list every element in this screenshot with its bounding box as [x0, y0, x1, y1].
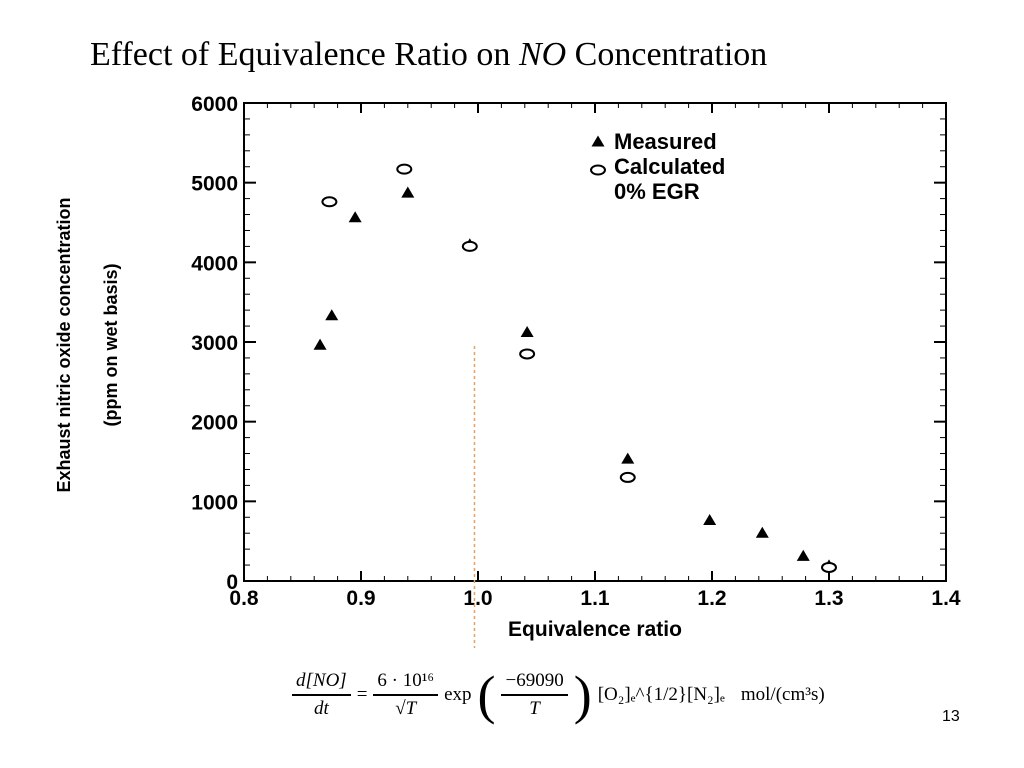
x-tick-label: 1.4: [931, 587, 961, 610]
x-tick-label: 1.3: [814, 587, 843, 610]
no-rate-formula: d[NO] dt = 6 · 10¹⁶ √T exp ( −69090 T ) …: [292, 668, 825, 722]
formula-exponent: −69090 T: [501, 670, 568, 720]
page-number: 13: [942, 708, 960, 725]
y-tick-label: 5000: [191, 173, 238, 196]
measured-point: [401, 186, 415, 198]
measured-point: [520, 325, 534, 337]
x-tick-label: 1.1: [580, 587, 610, 610]
formula-paren-close: ): [573, 665, 592, 725]
calculated-point: [396, 163, 413, 175]
measured-point: [313, 338, 327, 350]
measured-point: [755, 526, 769, 538]
y-tick-label: 6000: [191, 93, 238, 116]
legend-entry: Calculated: [614, 154, 725, 179]
calculated-point: [821, 561, 837, 573]
x-tick-label: 1.2: [697, 587, 726, 610]
title-no-italic: NO: [518, 36, 567, 73]
y-tick-label: 0: [226, 571, 238, 594]
y-tick-label: 2000: [191, 412, 238, 435]
measured-point: [621, 452, 635, 464]
legend-entry: 0% EGR: [614, 179, 700, 204]
x-axis-label: Equivalence ratio: [508, 618, 682, 641]
formula-lhs: d[NO] dt: [292, 670, 351, 720]
y-axis-label: Exhaust nitric oxide concentration: [54, 197, 74, 492]
formula-species: [O₂]ₑ^{1/2}[N₂]ₑ: [597, 684, 725, 705]
calculated-point: [321, 196, 338, 208]
calculated-point: [461, 240, 478, 252]
formula-coefficient: 6 · 10¹⁶ √T: [373, 670, 439, 720]
slide-title: Effect of Equivalence Ratio on NO Concen…: [90, 36, 768, 73]
legend-calculated-marker: [590, 164, 606, 176]
measured-point: [325, 309, 339, 321]
y-tick-label: 4000: [191, 252, 238, 275]
x-tick-label: 1.0: [463, 587, 492, 610]
calculated-point: [519, 348, 536, 360]
formula-exp: exp: [444, 684, 472, 705]
x-tick-label: 0.8: [229, 587, 259, 610]
y-axis-label-units: (ppm on wet basis): [101, 263, 121, 426]
formula-equals: =: [356, 684, 368, 705]
formula-units: mol/(cm³s): [740, 684, 825, 705]
y-tick-label: 1000: [191, 491, 238, 514]
measured-point: [348, 211, 362, 223]
x-tick-label: 0.9: [346, 587, 375, 610]
axis-ticks: 0.8 0.9 1.0 1.1 1.2 1.3 1.4 0 1000 2000 3000 4000 50…: [191, 93, 961, 610]
measured-point: [796, 549, 810, 561]
legend-entry: Measured: [614, 129, 717, 154]
calculated-point: [619, 471, 636, 483]
legend-measured-marker: [591, 135, 605, 147]
formula-paren-open: (: [477, 665, 496, 725]
y-tick-label: 3000: [191, 332, 238, 355]
data-points: [313, 163, 837, 573]
measured-point: [703, 513, 717, 526]
